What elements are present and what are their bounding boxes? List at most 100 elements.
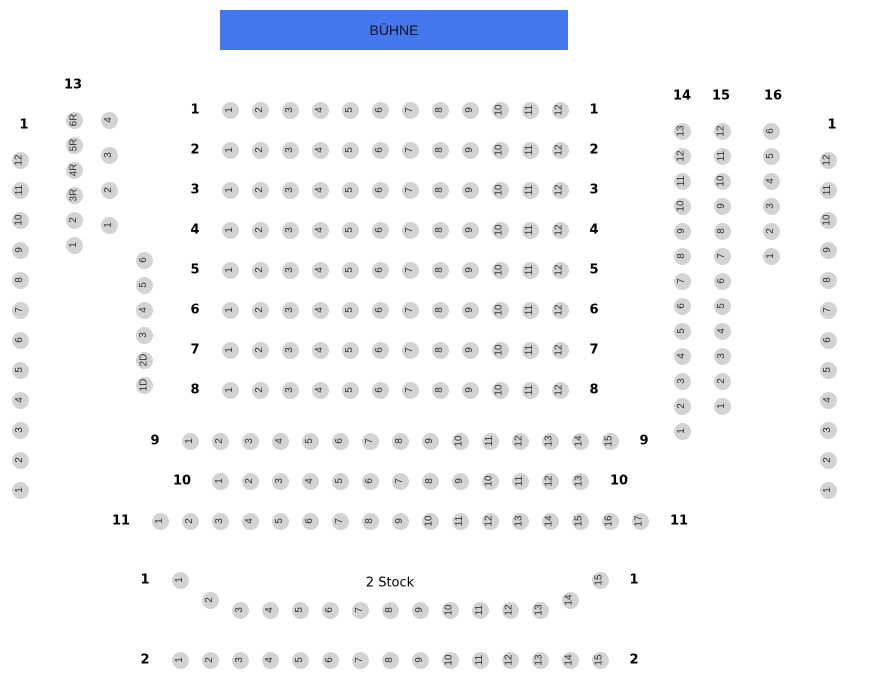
seat[interactable]: 4 xyxy=(311,101,329,119)
seat[interactable]: 7 xyxy=(401,221,419,239)
seat[interactable]: 10 xyxy=(491,381,509,399)
seat[interactable]: 4 xyxy=(311,181,329,199)
seat[interactable]: 3 xyxy=(100,146,118,164)
seat[interactable]: 1D xyxy=(135,376,153,394)
seat[interactable]: 6 xyxy=(371,301,389,319)
seat[interactable]: 3 xyxy=(231,651,249,669)
seat[interactable]: 5 xyxy=(341,301,359,319)
seat[interactable]: 11 xyxy=(521,301,539,319)
seat[interactable]: 7 xyxy=(401,381,419,399)
seat[interactable]: 5 xyxy=(762,147,780,165)
seat[interactable]: 5 xyxy=(341,261,359,279)
seat[interactable]: 12 xyxy=(551,221,569,239)
seat[interactable]: 2 xyxy=(251,301,269,319)
seat[interactable]: 11 xyxy=(521,341,539,359)
seat[interactable]: 4 xyxy=(311,381,329,399)
seat[interactable]: 10 xyxy=(481,472,499,490)
seat[interactable]: 1 xyxy=(171,651,189,669)
seat[interactable]: 5 xyxy=(341,341,359,359)
seat[interactable]: 2 xyxy=(201,651,219,669)
seat[interactable]: 2 xyxy=(100,181,118,199)
seat[interactable]: 6 xyxy=(673,297,691,315)
seat[interactable]: 7 xyxy=(391,472,409,490)
seat[interactable]: 6 xyxy=(371,341,389,359)
seat[interactable]: 8 xyxy=(421,472,439,490)
seat[interactable]: 10 xyxy=(491,341,509,359)
seat[interactable]: 4 xyxy=(311,301,329,319)
seat[interactable]: 3 xyxy=(281,261,299,279)
seat[interactable]: 4 xyxy=(311,221,329,239)
seat[interactable]: 13 xyxy=(511,512,529,530)
seat[interactable]: 10 xyxy=(451,432,469,450)
seat[interactable]: 3 xyxy=(281,181,299,199)
seat[interactable]: 10 xyxy=(819,211,837,229)
seat[interactable]: 10 xyxy=(491,181,509,199)
seat[interactable]: 2 xyxy=(251,341,269,359)
seat[interactable]: 6 xyxy=(135,251,153,269)
seat[interactable]: 2 xyxy=(181,512,199,530)
seat[interactable]: 8 xyxy=(431,101,449,119)
seat[interactable]: 4 xyxy=(301,472,319,490)
seat[interactable]: 2 xyxy=(819,451,837,469)
seat[interactable]: 11 xyxy=(713,147,731,165)
seat[interactable]: 10 xyxy=(491,221,509,239)
seat[interactable]: 2 xyxy=(713,372,731,390)
seat[interactable]: 12 xyxy=(481,512,499,530)
seat[interactable]: 8 xyxy=(381,601,399,619)
seat[interactable]: 1 xyxy=(673,422,691,440)
seat[interactable]: 11 xyxy=(521,181,539,199)
seat[interactable]: 3 xyxy=(231,601,249,619)
seat[interactable]: 6 xyxy=(371,261,389,279)
seat[interactable]: 5 xyxy=(291,651,309,669)
seat[interactable]: 13 xyxy=(531,601,549,619)
seat[interactable]: 8 xyxy=(11,271,29,289)
seat[interactable]: 15 xyxy=(591,651,609,669)
seat[interactable]: 1 xyxy=(221,141,239,159)
seat[interactable]: 7 xyxy=(401,141,419,159)
seat[interactable]: 9 xyxy=(11,241,29,259)
seat[interactable]: 7 xyxy=(361,432,379,450)
seat[interactable]: 3 xyxy=(11,421,29,439)
seat[interactable]: 1 xyxy=(11,481,29,499)
seat[interactable]: 10 xyxy=(491,141,509,159)
seat[interactable]: 1 xyxy=(221,381,239,399)
seat[interactable]: 4 xyxy=(100,111,118,129)
seat[interactable]: 4 xyxy=(673,347,691,365)
seat[interactable]: 1 xyxy=(151,512,169,530)
seat[interactable]: 5 xyxy=(673,322,691,340)
seat[interactable]: 7 xyxy=(11,301,29,319)
seat[interactable]: 11 xyxy=(521,381,539,399)
seat[interactable]: 2 xyxy=(241,472,259,490)
seat[interactable]: 1 xyxy=(713,397,731,415)
seat[interactable]: 3 xyxy=(713,347,731,365)
seat[interactable]: 5 xyxy=(11,361,29,379)
seat[interactable]: 10 xyxy=(491,301,509,319)
seat[interactable]: 2 xyxy=(673,397,691,415)
seat[interactable]: 6 xyxy=(713,272,731,290)
seat[interactable]: 5R xyxy=(65,136,83,154)
seat[interactable]: 9 xyxy=(411,651,429,669)
seat[interactable]: 3 xyxy=(271,472,289,490)
seat[interactable]: 1 xyxy=(221,221,239,239)
seat[interactable]: 11 xyxy=(521,221,539,239)
seat[interactable]: 8 xyxy=(431,181,449,199)
seat[interactable]: 9 xyxy=(461,101,479,119)
seat[interactable]: 9 xyxy=(461,301,479,319)
seat[interactable]: 14 xyxy=(541,512,559,530)
seat[interactable]: 4 xyxy=(311,341,329,359)
seat[interactable]: 4 xyxy=(311,261,329,279)
seat[interactable]: 1 xyxy=(819,481,837,499)
seat[interactable]: 3 xyxy=(241,432,259,450)
seat[interactable]: 5 xyxy=(341,381,359,399)
seat[interactable]: 9 xyxy=(391,512,409,530)
seat[interactable]: 7 xyxy=(401,181,419,199)
seat[interactable]: 12 xyxy=(713,122,731,140)
seat[interactable]: 7 xyxy=(401,101,419,119)
seat[interactable]: 9 xyxy=(451,472,469,490)
seat[interactable]: 8 xyxy=(431,221,449,239)
seat[interactable]: 2D xyxy=(135,351,153,369)
seat[interactable]: 10 xyxy=(491,261,509,279)
seat[interactable]: 7 xyxy=(401,301,419,319)
seat[interactable]: 12 xyxy=(819,151,837,169)
seat[interactable]: 12 xyxy=(541,472,559,490)
